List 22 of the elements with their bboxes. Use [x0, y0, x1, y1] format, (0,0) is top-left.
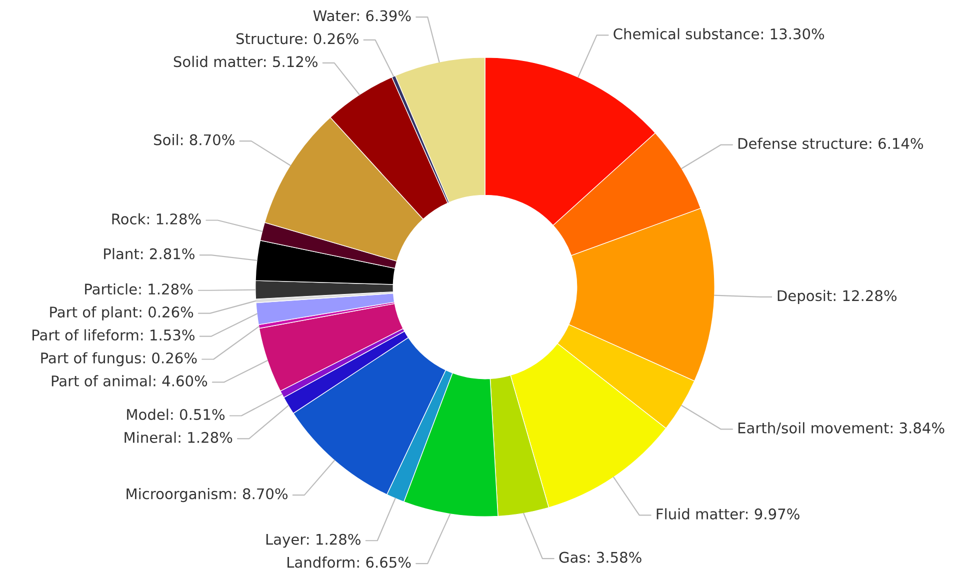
slice-label: Water: 6.39%: [313, 10, 411, 22]
slice-label: Part of plant: 0.26%: [50, 306, 194, 320]
slice-label: Microorganism: 8.70%: [126, 488, 288, 502]
slice-label: Gas: 3.58%: [559, 552, 642, 563]
slice-label: Soil: 8.70%: [154, 134, 234, 146]
slice-label: Landform: 6.65%: [288, 556, 411, 568]
slice-label: Mineral: 1.28%: [124, 432, 232, 443]
slice-label: Part of lifeform: 1.53%: [32, 329, 194, 341]
slice-label: Part of animal: 4.60%: [52, 375, 208, 386]
slice-label: Layer: 1.28%: [266, 534, 360, 548]
slice-label: Earth/soil movement: 3.84%: [738, 422, 944, 435]
slice-label: Particle: 1.28%: [85, 283, 193, 295]
slice-label: Deposit: 12.28%: [778, 290, 897, 304]
slice-label: Plant: 2.81%: [104, 248, 194, 260]
slice-label: Solid matter: 5.12%: [174, 56, 318, 68]
slice-label: Defense structure: 6.14%: [738, 138, 924, 149]
slice-label: Model: 0.51%: [127, 408, 225, 420]
slice-label: Structure: 0.26%: [236, 33, 358, 44]
slice-label: Rock: 1.28%: [112, 213, 201, 224]
slice-label: Fluid matter: 9.97%: [656, 508, 800, 520]
slice-label: Part of fungus: 0.26%: [41, 352, 197, 366]
slice-label: Chemical substance: 13.30%: [614, 28, 824, 40]
